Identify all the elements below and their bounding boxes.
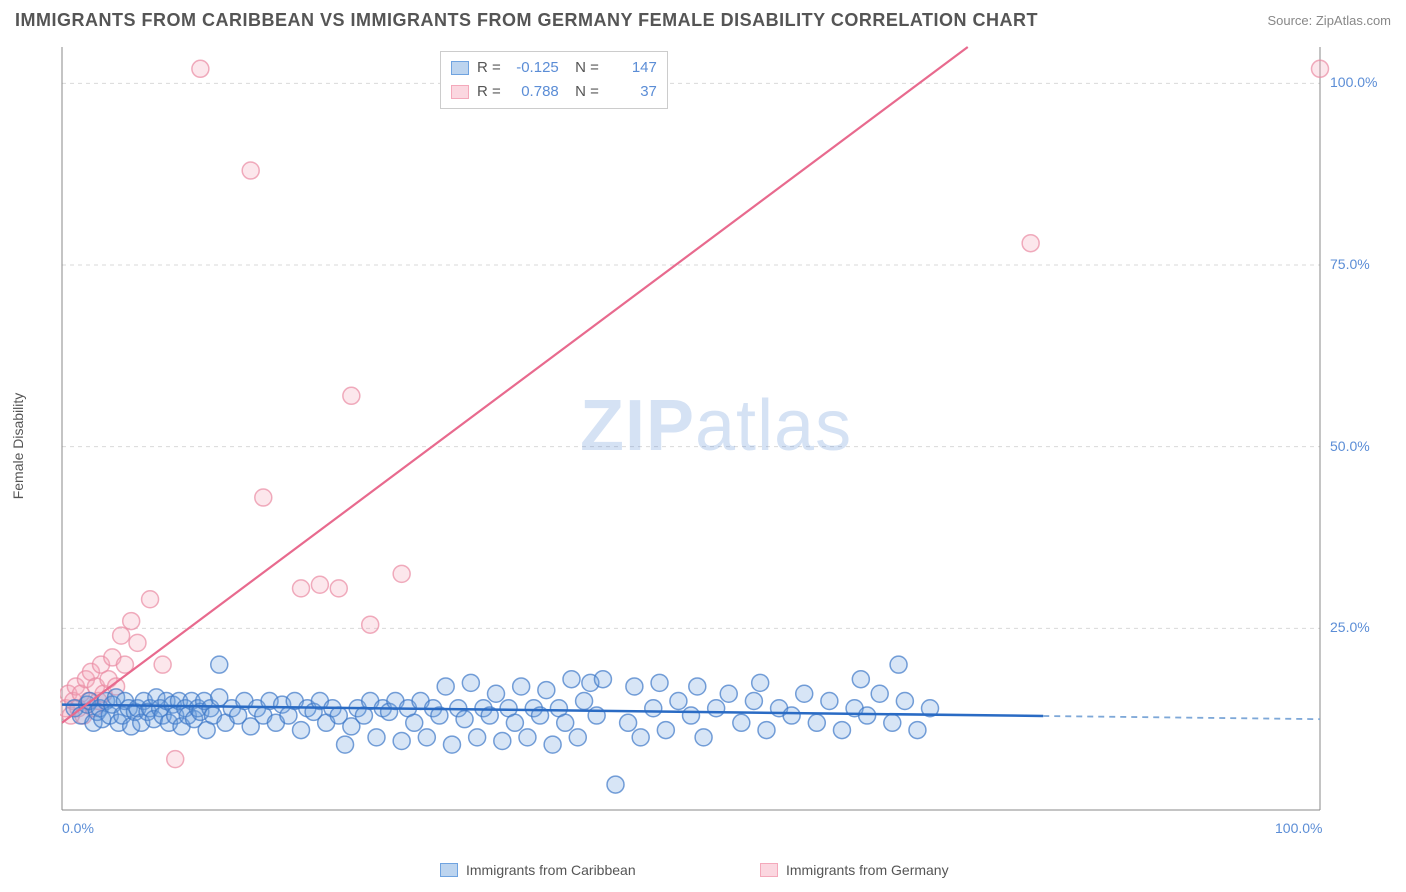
y-axis-label: Female Disability	[10, 393, 26, 500]
r-value-2: 0.788	[509, 80, 559, 104]
x-tick-label: 0.0%	[62, 820, 94, 836]
legend-swatch-1	[451, 61, 469, 75]
legend-row-series-2: R = 0.788 N = 37	[451, 80, 657, 104]
x-tick-label: 100.0%	[1275, 820, 1322, 836]
legend-swatch-germany	[760, 863, 778, 877]
legend-swatch-2	[451, 85, 469, 99]
source-attribution: Source: ZipAtlas.com	[1267, 13, 1391, 28]
y-tick-label: 100.0%	[1330, 74, 1377, 90]
n-value-1: 147	[607, 56, 657, 80]
y-tick-label: 25.0%	[1330, 619, 1370, 635]
y-tick-label: 75.0%	[1330, 256, 1370, 272]
legend-swatch-caribbean	[440, 863, 458, 877]
chart-title: IMMIGRANTS FROM CARIBBEAN VS IMMIGRANTS …	[15, 10, 1038, 31]
r-value-1: -0.125	[509, 56, 559, 80]
bottom-legend-item-1: Immigrants from Caribbean	[440, 862, 636, 878]
legend-label-caribbean: Immigrants from Caribbean	[466, 862, 636, 878]
correlation-legend: R = -0.125 N = 147 R = 0.788 N = 37	[440, 51, 668, 109]
chart-area: ZIPatlas R = -0.125 N = 147 R = 0.788 N …	[60, 45, 1380, 845]
chart-header: IMMIGRANTS FROM CARIBBEAN VS IMMIGRANTS …	[15, 10, 1391, 31]
y-tick-label: 50.0%	[1330, 438, 1370, 454]
scatter-plot	[60, 45, 1380, 845]
legend-label-germany: Immigrants from Germany	[786, 862, 949, 878]
n-value-2: 37	[607, 80, 657, 104]
legend-row-series-1: R = -0.125 N = 147	[451, 56, 657, 80]
bottom-legend-item-2: Immigrants from Germany	[760, 862, 949, 878]
